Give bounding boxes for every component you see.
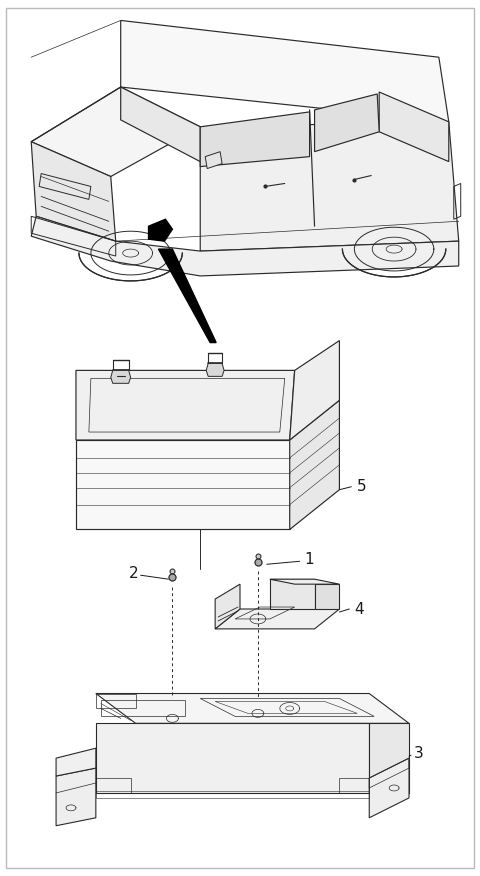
Polygon shape bbox=[290, 400, 339, 529]
Polygon shape bbox=[120, 87, 200, 161]
Polygon shape bbox=[314, 584, 339, 609]
Polygon shape bbox=[158, 249, 216, 343]
Polygon shape bbox=[215, 609, 339, 629]
Polygon shape bbox=[270, 579, 314, 609]
Polygon shape bbox=[206, 364, 224, 377]
Text: 2: 2 bbox=[129, 566, 138, 581]
Polygon shape bbox=[76, 371, 295, 440]
Polygon shape bbox=[379, 92, 449, 161]
Text: 3: 3 bbox=[414, 745, 424, 760]
Polygon shape bbox=[56, 768, 96, 826]
Polygon shape bbox=[369, 758, 409, 818]
Text: 5: 5 bbox=[357, 479, 367, 494]
Polygon shape bbox=[369, 724, 409, 793]
Polygon shape bbox=[290, 341, 339, 440]
Polygon shape bbox=[200, 112, 310, 166]
Polygon shape bbox=[56, 748, 96, 776]
Polygon shape bbox=[96, 724, 369, 793]
Polygon shape bbox=[270, 579, 339, 584]
Polygon shape bbox=[31, 142, 116, 241]
Polygon shape bbox=[120, 20, 449, 122]
Polygon shape bbox=[200, 122, 459, 251]
Text: 1: 1 bbox=[305, 552, 314, 567]
Polygon shape bbox=[314, 94, 379, 152]
Text: 4: 4 bbox=[354, 602, 364, 617]
Polygon shape bbox=[215, 584, 240, 629]
Polygon shape bbox=[31, 87, 200, 177]
Polygon shape bbox=[31, 216, 459, 276]
Polygon shape bbox=[76, 440, 290, 529]
Polygon shape bbox=[205, 152, 222, 168]
Polygon shape bbox=[148, 219, 172, 241]
Polygon shape bbox=[111, 371, 131, 384]
Polygon shape bbox=[96, 694, 409, 724]
